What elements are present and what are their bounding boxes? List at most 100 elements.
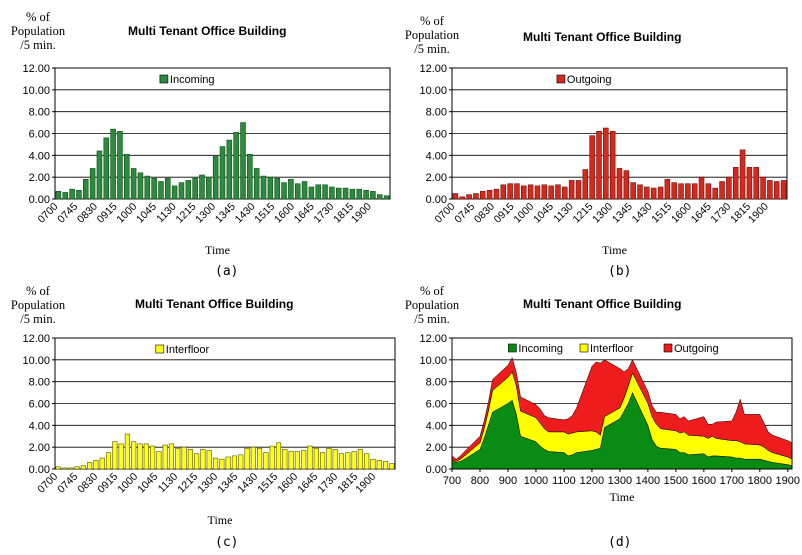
bar: [562, 186, 568, 200]
bar: [112, 441, 118, 470]
chart-title-b: Multi Tenant Office Building: [523, 30, 682, 44]
legend-label: Outgoing: [674, 343, 719, 355]
bar: [480, 191, 486, 200]
bar: [493, 188, 500, 200]
bar: [383, 195, 390, 200]
x-tick-label: 0915: [492, 201, 517, 226]
x-tick-label: 1300: [193, 201, 218, 226]
x-tick-label: 0830: [75, 201, 100, 226]
bar: [99, 457, 105, 470]
bar: [247, 153, 253, 200]
legend-label: Interfloor: [166, 344, 210, 356]
y-tick-label: 12.00: [22, 63, 50, 75]
bar: [342, 187, 349, 200]
bar: [83, 179, 89, 200]
x-tick-label: 1600: [669, 201, 694, 226]
bar: [370, 458, 376, 470]
x-tick-label: 0830: [75, 471, 100, 496]
x-tick-label: 1645: [689, 201, 714, 226]
bar: [103, 137, 110, 200]
bar: [288, 451, 294, 470]
bar: [678, 183, 684, 200]
y-tick-label: 0.00: [426, 464, 447, 476]
bar: [630, 182, 636, 200]
bar: [69, 188, 75, 200]
legend-swatch: [155, 344, 165, 354]
x-axis-title: Time: [205, 243, 230, 257]
bar: [187, 449, 193, 470]
bar: [726, 176, 732, 200]
x-tick-label: 0915: [95, 201, 120, 226]
x-tick-label: 1430: [233, 201, 258, 226]
bar: [178, 182, 185, 200]
legend-label: Interfloor: [590, 343, 634, 355]
bar: [657, 186, 664, 200]
bar: [238, 454, 244, 470]
bar: [329, 186, 335, 200]
x-tick-label: 1130: [551, 201, 576, 226]
bar: [507, 183, 513, 200]
x-tick-label: 1645: [292, 201, 317, 226]
y-tick-label: 0.00: [426, 194, 447, 206]
y-tick-label: 6.00: [426, 399, 447, 411]
bar: [382, 461, 389, 470]
x-tick-label: 1000: [114, 201, 139, 226]
bar: [486, 189, 493, 200]
bar: [760, 176, 766, 200]
bar: [244, 447, 250, 470]
x-tick-label: 0915: [95, 471, 120, 496]
bar: [192, 177, 198, 200]
bar: [253, 168, 260, 200]
bar: [500, 184, 507, 200]
bar: [473, 193, 479, 200]
x-tick-label: 1000: [511, 201, 536, 226]
x-tick-label: 1300: [195, 471, 220, 496]
bar: [332, 449, 338, 470]
x-tick-label: 1900: [776, 475, 800, 487]
y-tick-label: 4.00: [29, 150, 50, 162]
y-tick-label: 2.00: [29, 442, 50, 454]
x-tick-label: 1130: [156, 471, 181, 496]
y-axis-label-a: % of Population /5 min.: [10, 10, 66, 52]
x-tick-label: 1900: [746, 201, 771, 226]
chart-d: 0.00 2.00 4.00 6.00 8.00 10.00 12.00 700 800 900 1…: [419, 333, 800, 504]
x-tick-label: 1045: [135, 471, 160, 496]
bar: [233, 132, 239, 200]
bar: [315, 184, 321, 200]
bar: [616, 168, 623, 200]
bar: [282, 449, 288, 470]
y-tick-label: 10.00: [419, 85, 447, 97]
bar: [260, 175, 267, 200]
bar: [719, 181, 725, 200]
y-tick-label: 12.00: [22, 333, 50, 345]
bar: [356, 188, 362, 200]
x-tick-label: 1130: [154, 201, 179, 226]
legend-swatch: [579, 343, 589, 353]
bar: [143, 443, 149, 470]
caption-c: (c): [215, 535, 239, 550]
bar: [137, 172, 144, 200]
bar: [250, 446, 256, 470]
bar: [650, 187, 657, 200]
bar: [288, 179, 294, 200]
bar: [732, 167, 739, 200]
bar: [168, 443, 175, 470]
caption-a: (a): [215, 264, 239, 279]
bar: [199, 174, 205, 200]
bar: [257, 447, 263, 470]
x-tick-label: 1800: [748, 475, 772, 487]
bar: [130, 168, 137, 200]
bar: [691, 183, 698, 200]
bar: [124, 153, 130, 200]
bar: [609, 131, 616, 200]
plot-border: [451, 337, 793, 470]
bar: [308, 186, 315, 200]
x-tick-label: 0830: [472, 201, 497, 226]
x-tick-label: 1200: [580, 475, 604, 487]
bar: [162, 444, 168, 470]
x-tick-label: 1600: [692, 475, 716, 487]
bar: [363, 189, 369, 200]
bar: [212, 156, 219, 200]
x-tick-label: 1100: [552, 475, 576, 487]
